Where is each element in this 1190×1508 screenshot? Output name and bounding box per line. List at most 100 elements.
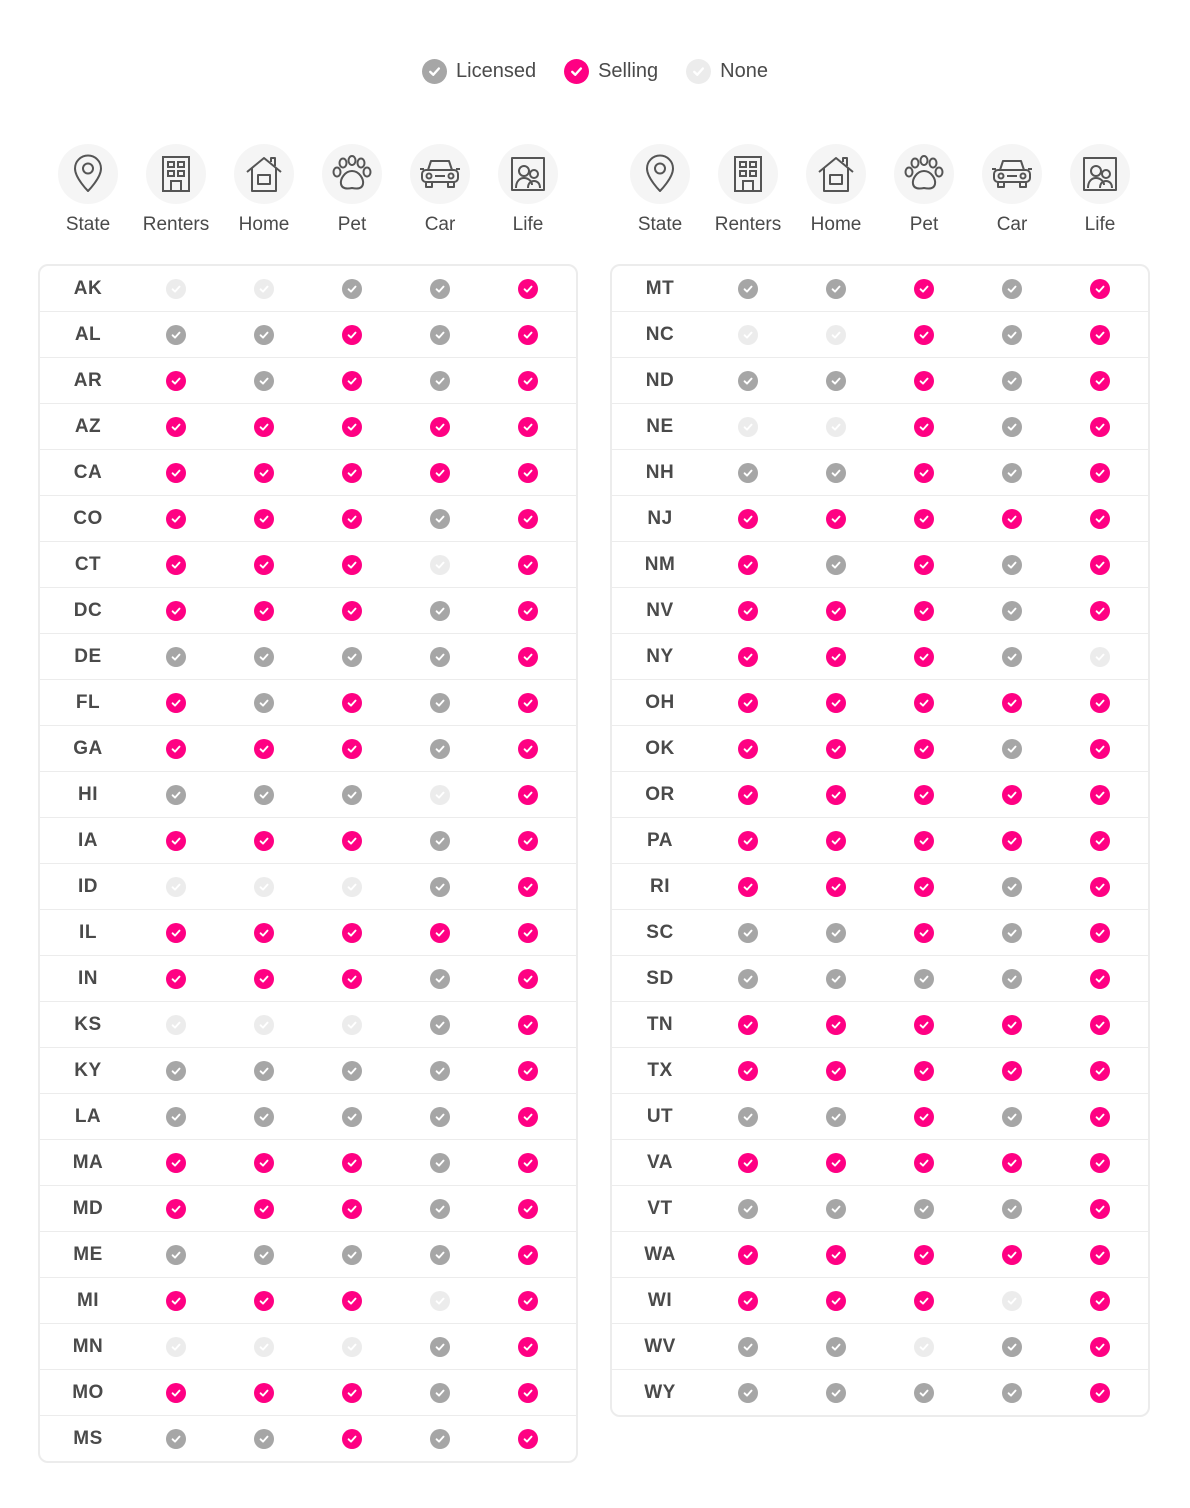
table-row: LA	[40, 1094, 576, 1140]
selling-check-icon	[826, 876, 846, 897]
status-cell-renters	[132, 1198, 220, 1219]
status-cell-pet	[308, 968, 396, 989]
selling-check-icon	[914, 1244, 934, 1265]
status-cell-car	[968, 1336, 1056, 1357]
status-cell-home	[792, 1014, 880, 1035]
licensed-check-icon	[738, 278, 758, 299]
status-cell-life	[484, 830, 572, 851]
column-header-label: Pet	[337, 214, 367, 235]
table-row: DE	[40, 634, 576, 680]
selling-check-icon	[518, 738, 538, 759]
status-cell-home	[792, 1152, 880, 1173]
status-cell-home	[792, 922, 880, 943]
column-headers: State Renters Home Pet Car Life	[38, 144, 578, 264]
status-cell-life	[1056, 508, 1144, 529]
status-cell-car	[396, 1152, 484, 1173]
table-row: PA	[612, 818, 1148, 864]
status-cell-pet	[880, 462, 968, 483]
status-cell-car	[396, 600, 484, 621]
table-row: NM	[612, 542, 1148, 588]
status-cell-car	[396, 922, 484, 943]
selling-check-icon	[254, 600, 274, 621]
selling-check-icon	[738, 738, 758, 759]
status-cell-life	[1056, 692, 1144, 713]
status-cell-home	[220, 370, 308, 391]
selling-check-icon	[518, 876, 538, 897]
status-cell-car	[968, 784, 1056, 805]
status-cell-renters	[132, 278, 220, 299]
status-cell-life	[1056, 922, 1144, 943]
selling-check-icon	[914, 600, 934, 621]
status-cell-renters	[132, 508, 220, 529]
status-cell-renters	[704, 1336, 792, 1357]
selling-check-icon	[1090, 600, 1110, 621]
status-cell-home	[792, 830, 880, 851]
legend-selling-label: Selling	[598, 59, 659, 82]
selling-check-icon	[518, 462, 538, 483]
status-cell-pet	[308, 738, 396, 759]
state-code: AL	[74, 323, 102, 345]
column-header-label: State	[637, 214, 683, 235]
status-cell-pet	[880, 1244, 968, 1265]
status-cell-car	[396, 370, 484, 391]
status-cell-pet	[880, 784, 968, 805]
status-cell-home	[792, 784, 880, 805]
selling-check-icon	[1090, 876, 1110, 897]
selling-check-icon	[826, 1244, 846, 1265]
status-cell-home	[792, 1060, 880, 1081]
status-cell-renters	[704, 600, 792, 621]
column-header-label: Life	[1084, 214, 1116, 235]
selling-check-icon	[914, 876, 934, 897]
selling-check-icon	[254, 416, 274, 437]
status-cell-life	[484, 1382, 572, 1403]
selling-check-icon	[1090, 416, 1110, 437]
selling-check-icon	[1090, 1198, 1110, 1219]
selling-check-icon	[564, 58, 590, 84]
selling-check-icon	[166, 1198, 186, 1219]
status-cell-home	[220, 1106, 308, 1127]
selling-check-icon	[518, 508, 538, 529]
status-cell-pet	[880, 1014, 968, 1035]
status-cell-renters	[704, 1152, 792, 1173]
selling-check-icon	[1090, 738, 1110, 759]
status-cell-home	[792, 416, 880, 437]
status-cell-home	[220, 876, 308, 897]
table-row: IL	[40, 910, 576, 956]
house-icon	[806, 144, 866, 204]
selling-check-icon	[518, 830, 538, 851]
state-code: HI	[78, 783, 98, 805]
selling-check-icon	[914, 1014, 934, 1035]
location-pin-icon	[630, 144, 690, 204]
status-cell-pet	[880, 1382, 968, 1403]
status-cell-renters	[132, 1382, 220, 1403]
selling-check-icon	[826, 508, 846, 529]
status-cell-car	[968, 416, 1056, 437]
status-cell-pet	[880, 876, 968, 897]
selling-check-icon	[342, 1290, 362, 1311]
status-cell-renters	[704, 968, 792, 989]
status-cell-car	[396, 830, 484, 851]
status-cell-renters	[704, 462, 792, 483]
status-cell-renters	[704, 646, 792, 667]
table-row: OH	[612, 680, 1148, 726]
status-cell-renters	[704, 324, 792, 345]
licensed-check-icon	[1002, 278, 1022, 299]
column-headers: State Renters Home Pet Car Life	[610, 144, 1150, 264]
selling-check-icon	[914, 370, 934, 391]
state-code: MD	[72, 1197, 104, 1219]
selling-check-icon	[1090, 1106, 1110, 1127]
status-cell-home	[220, 692, 308, 713]
licensed-check-icon	[1002, 370, 1022, 391]
status-cell-car	[396, 554, 484, 575]
selling-check-icon	[254, 1198, 274, 1219]
licensed-check-icon	[342, 278, 362, 299]
state-code: CO	[73, 507, 103, 529]
status-cell-home	[220, 738, 308, 759]
none-check-icon	[914, 1336, 934, 1357]
state-code: MN	[72, 1335, 104, 1357]
none-check-icon	[430, 1290, 450, 1311]
selling-check-icon	[738, 1290, 758, 1311]
status-cell-pet	[880, 1060, 968, 1081]
status-cell-pet	[880, 830, 968, 851]
selling-check-icon	[518, 1244, 538, 1265]
